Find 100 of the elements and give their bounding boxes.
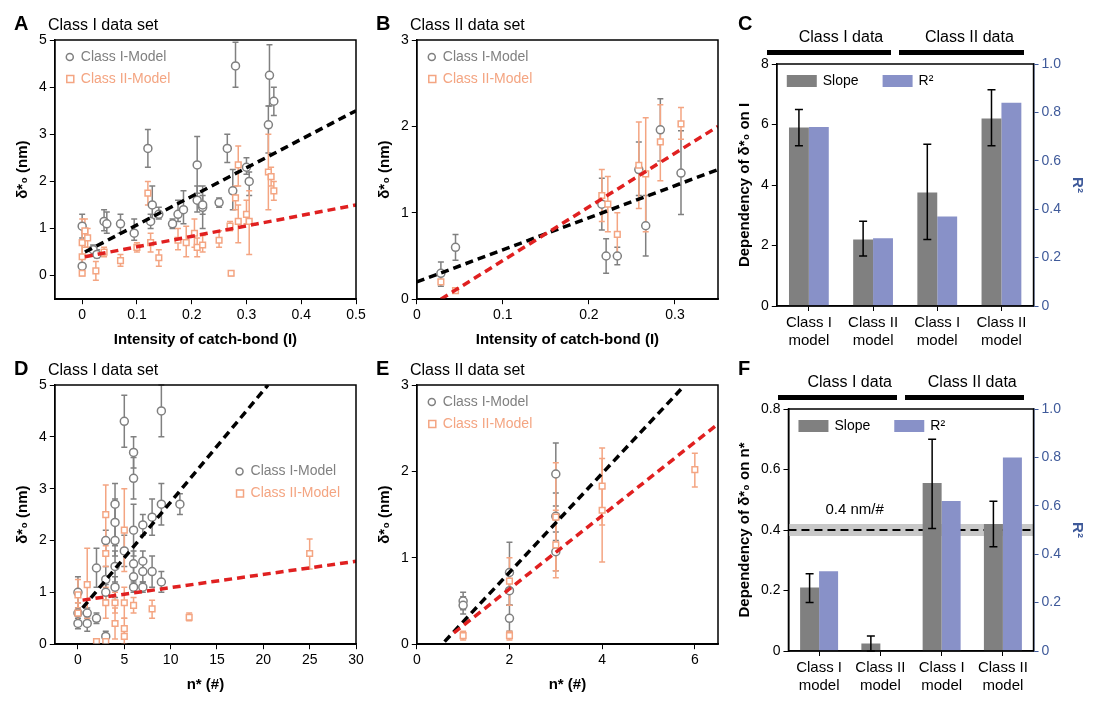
y2-tick-label: 0.8 [1041,448,1062,465]
x-tick-label: 0 [74,651,83,668]
y-tick-label: 2 [400,462,409,479]
legend-label: Class I-Model [442,47,529,64]
x-tick-label: 0.1 [127,306,147,323]
x-tick-label: 0.3 [665,306,685,323]
y2-tick-label: 0.4 [1041,545,1062,562]
y-tick-label: 0.2 [760,581,781,598]
text: Class I data [807,373,893,390]
x-tick-label: Class I model [785,313,832,349]
y-tick-label: 6 [760,115,769,132]
y-tick-label: 5 [38,30,47,47]
y-tick-label: 0.8 [760,399,781,416]
text: E [376,357,390,379]
y2-tick-label: 0.8 [1041,103,1062,120]
y2-axis-title: R² [1069,177,1087,193]
chart-title: Class I data set [48,361,159,378]
y2-tick-label: 0.2 [1041,593,1062,610]
x-tick-label: 0 [78,306,87,323]
x-tick-label: 2 [505,651,514,668]
y-axis-title: Dependency of δ*₀ on I [735,102,753,268]
y2-tick-label: 0.6 [1041,496,1062,513]
x-tick-label: 0.5 [346,306,366,323]
chart-title: Class II data set [410,16,526,33]
y-axis-title: δ*₀ (nm) [375,485,393,544]
y-tick-label: 1 [400,548,409,565]
x-tick-label: Class II model [976,313,1027,349]
ref-line-label: 0.4 nm/# [825,500,885,517]
x-tick-label: 4 [598,651,607,668]
y-tick-label: 0 [38,635,47,652]
legend-label: Class II-Model [442,69,533,86]
chart-title: Class I data set [48,16,159,33]
y-tick-label: 2 [760,236,769,253]
legend-label: Class II-Model [80,69,171,86]
x-axis-title: Intensity of catch-bond (I) [475,330,660,348]
legend-label: Slope [822,71,859,88]
x-axis-title: n* (#) [186,675,225,693]
y-tick-label: 0 [400,635,409,652]
legend-label: Class I-Model [80,47,167,64]
chart-title: Class II data set [410,361,526,378]
x-tick-label: 10 [162,651,179,668]
y-tick-label: 4 [38,427,47,444]
x-tick-label: 0 [412,651,421,668]
y-tick-label: 5 [38,375,47,392]
legend-label: R² [930,416,946,433]
x-tick-label: Class I model [796,658,843,694]
x-tick-label: 0.2 [579,306,599,323]
y-axis-title: δ*₀ (nm) [375,140,393,199]
text: Class I data [798,28,884,45]
x-tick-label: 0.1 [493,306,513,323]
text: D [14,357,29,379]
x-tick-label: 20 [255,651,272,668]
legend-label: Slope [834,416,871,433]
x-tick-label: 0.3 [236,306,257,323]
x-tick-label: Class I model [918,658,965,694]
text: F [738,357,751,379]
y2-tick-label: 0.2 [1041,248,1062,265]
text: Class II data [924,28,1014,45]
x-tick-label: 30 [348,651,364,668]
y2-tick-label: 0.6 [1041,151,1062,168]
y-axis-title: δ*₀ (nm) [13,485,31,544]
x-tick-label: 6 [690,651,699,668]
y-tick-label: 4 [38,77,47,94]
x-tick-label: 15 [209,651,225,668]
y-tick-label: 3 [400,375,409,392]
legend-label: Class I-Model [442,392,529,409]
x-tick-label: Class II model [855,658,906,694]
x-tick-label: 0.2 [181,306,202,323]
y2-axis-title: R² [1069,522,1087,538]
x-tick-label: 5 [120,651,129,668]
x-tick-label: Class I model [914,313,961,349]
text: A [14,12,29,34]
legend-label: Class I-Model [250,462,337,479]
x-axis-title: n* (#) [548,675,587,693]
y-tick-label: 8 [760,54,769,71]
y-tick-label: 0.6 [760,460,781,477]
y-tick-label: 4 [760,175,769,192]
y-tick-label: 3 [38,479,47,496]
y-tick-label: 0 [38,266,47,283]
y-tick-label: 1 [400,203,409,220]
legend-label: Class II-Model [250,484,340,501]
y2-tick-label: 1.0 [1041,399,1062,416]
y-tick-label: 0 [400,290,409,307]
x-tick-label: Class II model [977,658,1028,694]
y-tick-label: 3 [38,125,47,142]
y-tick-label: 1 [38,583,47,600]
legend-label: R² [918,71,934,88]
x-tick-label: 0 [412,306,421,323]
legend-label: Class II-Model [442,414,533,431]
y2-tick-label: 1.0 [1041,54,1062,71]
x-tick-label: 0.4 [291,306,312,323]
y-axis-title: Dependency of δ*₀ on n* [735,442,753,618]
y-tick-label: 2 [38,172,47,189]
x-tick-label: 25 [301,651,318,668]
y2-tick-label: 0.4 [1041,200,1062,217]
x-tick-label: Class II model [848,313,899,349]
y-tick-label: 1 [38,219,47,236]
text: C [738,12,753,34]
y-tick-label: 3 [400,30,409,47]
y-tick-label: 2 [38,531,47,548]
